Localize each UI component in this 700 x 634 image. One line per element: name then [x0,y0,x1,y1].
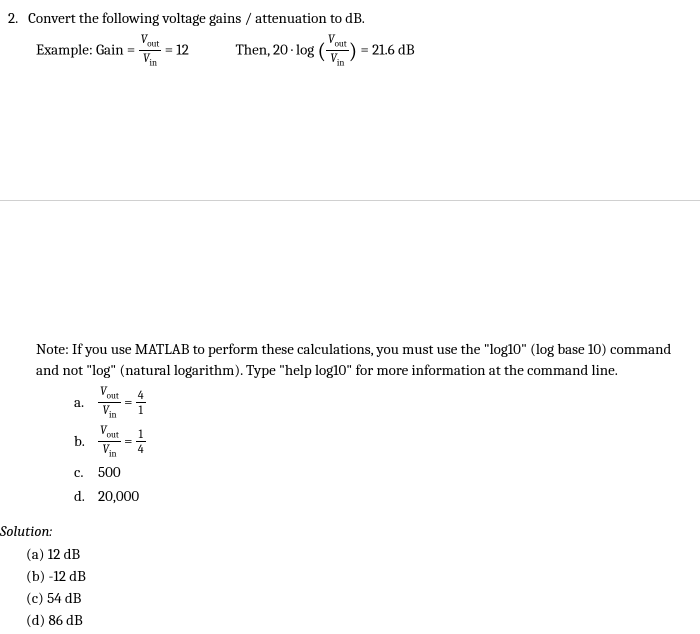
part-a-label: a. [74,392,98,413]
part-c-label: c. [74,462,98,483]
example-fraction: Vout Vin [139,33,162,69]
example-label: Example: Gain = [36,40,135,58]
part-c: c. 500 [74,462,680,483]
part-a-ratio: Vout Vin [98,385,121,421]
part-c-value: 500 [98,462,121,483]
part-a-value: 4 1 [136,389,146,416]
solution-title: Solution: [0,521,680,542]
example-line: Example: Gain = Vout Vin = 12 Then, 20 ·… [36,33,680,69]
solution-c: (c) 54 dB [26,588,680,609]
example-result: = 21.6 dB [360,40,414,58]
solution-items: (a) 12 dB (b) -12 dB (c) 54 dB (d) 86 dB [26,544,680,631]
solution-a: (a) 12 dB [26,544,680,565]
part-d-label: d. [74,486,98,507]
problem-number: 2. [8,9,18,27]
solution-b: (b) -12 dB [26,566,680,587]
page-divider [0,200,700,201]
solution-section: Solution: (a) 12 dB (b) -12 dB (c) 54 dB… [0,521,680,631]
example-paren-fraction: ( Vout Vin ) [318,33,358,69]
note-text: Note: If you use MATLAB to perform these… [36,339,680,381]
problem-prompt: Convert the following voltage gains / at… [28,9,365,27]
parts-list: a. Vout Vin = 4 1 b. Vout Vin = 1 4 [74,385,680,508]
example-then: Then, 20 · log [235,40,314,58]
note-section: Note: If you use MATLAB to perform these… [36,339,680,508]
part-a: a. Vout Vin = 4 1 [74,385,680,421]
solution-d: (d) 86 dB [26,610,680,631]
part-b-ratio: Vout Vin [98,424,121,460]
part-b-value: 1 4 [136,428,146,455]
part-b: b. Vout Vin = 1 4 [74,424,680,460]
problem-header: 2. Convert the following voltage gains /… [8,8,680,29]
part-d: d. 20,000 [74,486,680,507]
part-b-label: b. [74,431,98,452]
part-d-value: 20,000 [98,486,139,507]
example-equals: = 12 [165,40,189,58]
